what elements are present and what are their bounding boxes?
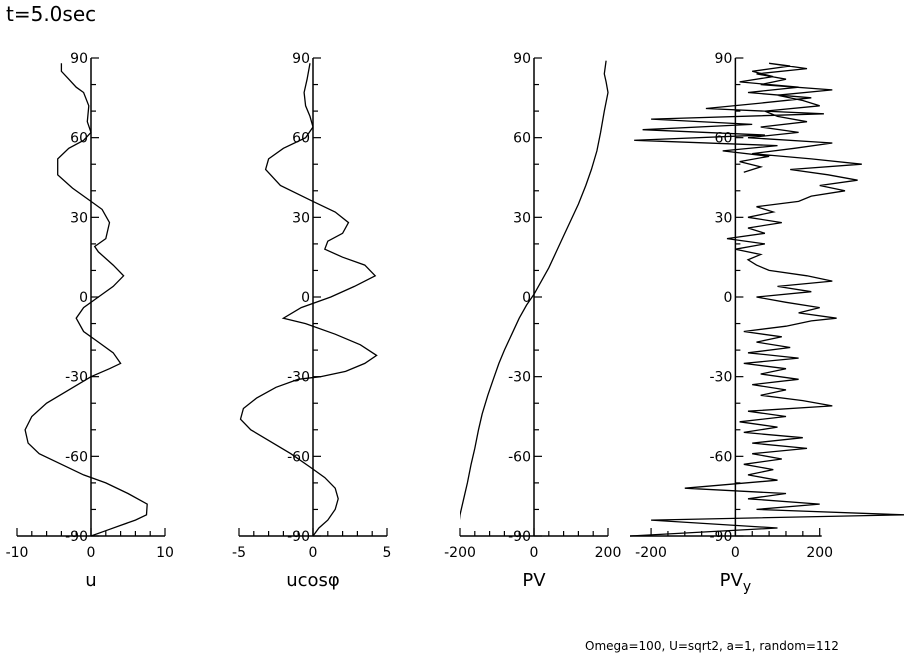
x-tick-label: 0	[87, 545, 96, 561]
y-tick-label: 60	[715, 131, 733, 147]
series-line	[239, 63, 378, 537]
x-tick-label: 0	[530, 545, 539, 561]
y-tick-label: -90	[508, 529, 531, 545]
series-line	[460, 60, 609, 521]
y-tick-label: 30	[715, 210, 733, 226]
y-tick-label: 60	[292, 131, 310, 147]
y-tick-label: 0	[522, 290, 531, 306]
y-tick-label: 0	[79, 290, 88, 306]
y-tick-label: 30	[70, 210, 88, 226]
y-tick-label: -60	[65, 449, 88, 465]
x-axis-label: u	[85, 570, 96, 591]
time-title: t=5.0sec	[6, 2, 97, 26]
y-tick-label: -90	[710, 529, 733, 545]
y-tick-label: 30	[292, 210, 310, 226]
y-tick-label: 90	[715, 51, 733, 67]
y-tick-label: 60	[70, 131, 88, 147]
series-line	[630, 62, 904, 537]
chart-panel-4: -200 0 200 -90 -60 -30 0 30 60 90 PVy	[630, 51, 904, 595]
chart-panel-3: -200 0 200 -90 -60 -30 0 30 60 90 PV	[444, 51, 621, 591]
x-tick-label: -10	[6, 545, 29, 561]
y-tick-label: 0	[301, 290, 310, 306]
x-tick-label: -200	[444, 545, 476, 561]
x-axis-label: PV	[522, 570, 546, 591]
x-tick-label: -5	[232, 545, 246, 561]
y-tick-label: -60	[287, 449, 310, 465]
x-tick-label: 0	[731, 545, 740, 561]
y-tick-label: -60	[710, 449, 733, 465]
chart-panel-1: -10 0 10 -90 -60 -30 0 30 60 90 u	[6, 51, 174, 591]
x-tick-label: 5	[383, 545, 392, 561]
y-tick-label: -30	[710, 370, 733, 386]
x-tick-label: 0	[309, 545, 318, 561]
y-tick-label: -30	[508, 370, 531, 386]
x-axis-label: ucosφ	[286, 570, 340, 591]
parameters-note: Omega=100, U=sqrt2, a=1, random=112	[585, 639, 839, 653]
y-tick-label: 30	[513, 210, 531, 226]
y-tick-label: 90	[292, 51, 310, 67]
x-tick-label: 200	[806, 545, 833, 561]
x-tick-label: 10	[156, 545, 174, 561]
y-tick-label: -60	[508, 449, 531, 465]
y-tick-label: 0	[723, 290, 732, 306]
x-axis-label: PVy	[720, 570, 751, 595]
x-tick-label: 200	[595, 545, 622, 561]
y-tick-label: -90	[287, 529, 310, 545]
y-tick-label: 90	[513, 51, 531, 67]
series-line	[24, 63, 148, 537]
y-tick-label: -90	[65, 529, 88, 545]
y-tick-label: 90	[70, 51, 88, 67]
x-tick-label: -200	[635, 545, 667, 561]
y-tick-label: 60	[513, 131, 531, 147]
y-tick-label: -30	[65, 370, 88, 386]
